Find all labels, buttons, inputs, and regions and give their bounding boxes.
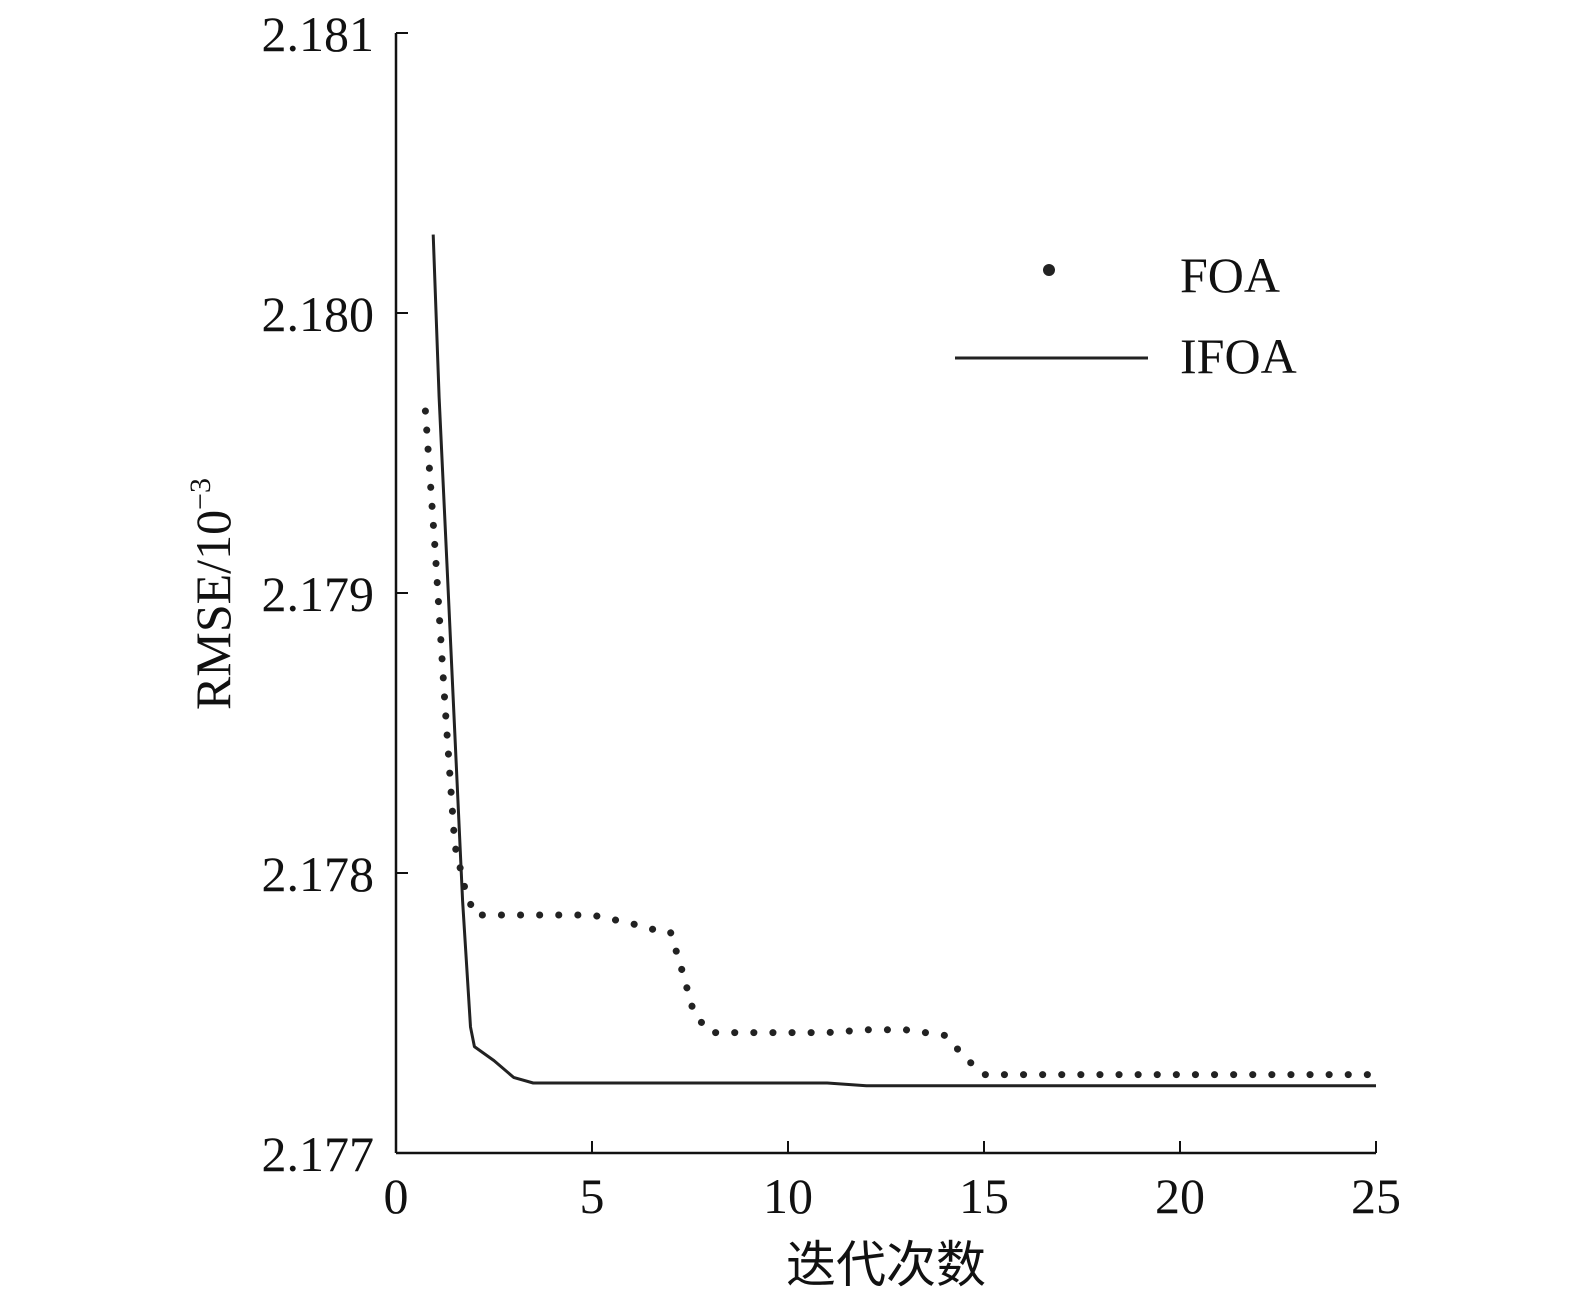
data-point-foa: [1101, 1074, 1102, 1075]
data-point-ifoa: [474, 1046, 475, 1047]
data-point-ifoa: [447, 565, 448, 566]
legend-ifoa-label: IFOA: [1180, 328, 1297, 384]
data-point-ifoa: [552, 1083, 553, 1084]
tick-labels: 0 5 10 15 20 25 2.177 2.178 2.179 2.180 2.181: [262, 6, 1402, 1224]
y-axis-title-base: RMSE/10: [185, 510, 241, 710]
data-point-ifoa: [1180, 1085, 1181, 1086]
y-tick-label: 2.180: [262, 286, 375, 342]
data-point-foa: [1219, 1074, 1220, 1075]
data-point-foa: [693, 1013, 694, 1014]
series-ifoa: [431, 234, 1377, 1088]
series-foa: [421, 407, 1372, 1079]
x-tick-label: 25: [1351, 1168, 1401, 1224]
data-point-foa: [670, 931, 671, 932]
data-point-foa: [682, 971, 683, 972]
series-ifoa-line: [431, 234, 1376, 1088]
data-point-ifoa: [866, 1085, 867, 1086]
data-point-ifoa: [439, 397, 440, 398]
data-point-foa: [944, 1035, 945, 1036]
y-tick-label: 2.178: [262, 846, 375, 902]
axes: [394, 33, 1376, 1155]
ticks: [395, 32, 1377, 1154]
y-axis-title-exponent: −3: [184, 478, 217, 510]
data-point-ifoa: [470, 1027, 471, 1028]
data-point-ifoa: [984, 1085, 985, 1086]
data-point-foa: [552, 915, 553, 916]
legend-foa-marker: [1043, 264, 1055, 276]
data-point-foa: [788, 1032, 789, 1033]
data-point-foa: [1140, 1074, 1141, 1075]
data-point-foa: [709, 1032, 710, 1033]
data-point-ifoa: [454, 733, 455, 734]
data-point-foa: [474, 915, 475, 916]
data-point-foa: [1023, 1074, 1024, 1075]
data-point-foa: [827, 1032, 828, 1033]
data-point-foa: [592, 915, 593, 916]
data-point-ifoa: [494, 1060, 495, 1061]
series-layer: [421, 234, 1377, 1088]
series-foa-line: [421, 407, 1372, 1079]
legend-foa-label: FOA: [1180, 247, 1280, 303]
legend: FOA IFOA: [955, 247, 1297, 384]
data-point-foa: [454, 845, 455, 846]
data-point-foa: [464, 887, 465, 888]
data-point-ifoa: [533, 1083, 534, 1084]
data-point-foa: [1297, 1074, 1298, 1075]
data-point-foa: [513, 915, 514, 916]
data-point-foa: [425, 411, 426, 412]
data-point-foa: [650, 929, 651, 930]
data-point-foa: [968, 1060, 969, 1061]
data-point-foa: [631, 923, 632, 924]
data-point-foa: [748, 1032, 749, 1033]
data-point-ifoa: [1376, 1085, 1377, 1086]
data-point-ifoa: [827, 1083, 828, 1084]
x-axis-title: 迭代次数: [786, 1237, 986, 1293]
data-point-foa: [905, 1029, 906, 1030]
data-point-ifoa: [709, 1083, 710, 1084]
y-tick-label: 2.179: [262, 566, 375, 622]
y-tick-label: 2.181: [262, 6, 375, 62]
data-point-foa: [1062, 1074, 1063, 1075]
data-point-ifoa: [592, 1083, 593, 1084]
data-point-foa: [445, 705, 446, 706]
data-point-foa: [984, 1074, 985, 1075]
x-tick-label: 15: [959, 1168, 1009, 1224]
y-tick-label: 2.177: [262, 1126, 375, 1182]
y-axis-title: RMSE/10−3: [184, 478, 241, 710]
data-point-foa: [1180, 1074, 1181, 1075]
x-tick-label: 5: [580, 1168, 605, 1224]
x-tick-label: 10: [763, 1168, 813, 1224]
data-point-foa: [1336, 1074, 1337, 1075]
data-point-ifoa: [462, 901, 463, 902]
data-point-ifoa: [433, 234, 434, 235]
data-point-ifoa: [513, 1077, 514, 1078]
data-point-foa: [435, 551, 436, 552]
data-point-foa: [1258, 1074, 1259, 1075]
x-tick-label: 20: [1155, 1168, 1205, 1224]
x-tick-label: 0: [384, 1168, 409, 1224]
data-point-foa: [1368, 1074, 1369, 1075]
data-point-foa: [866, 1029, 867, 1030]
